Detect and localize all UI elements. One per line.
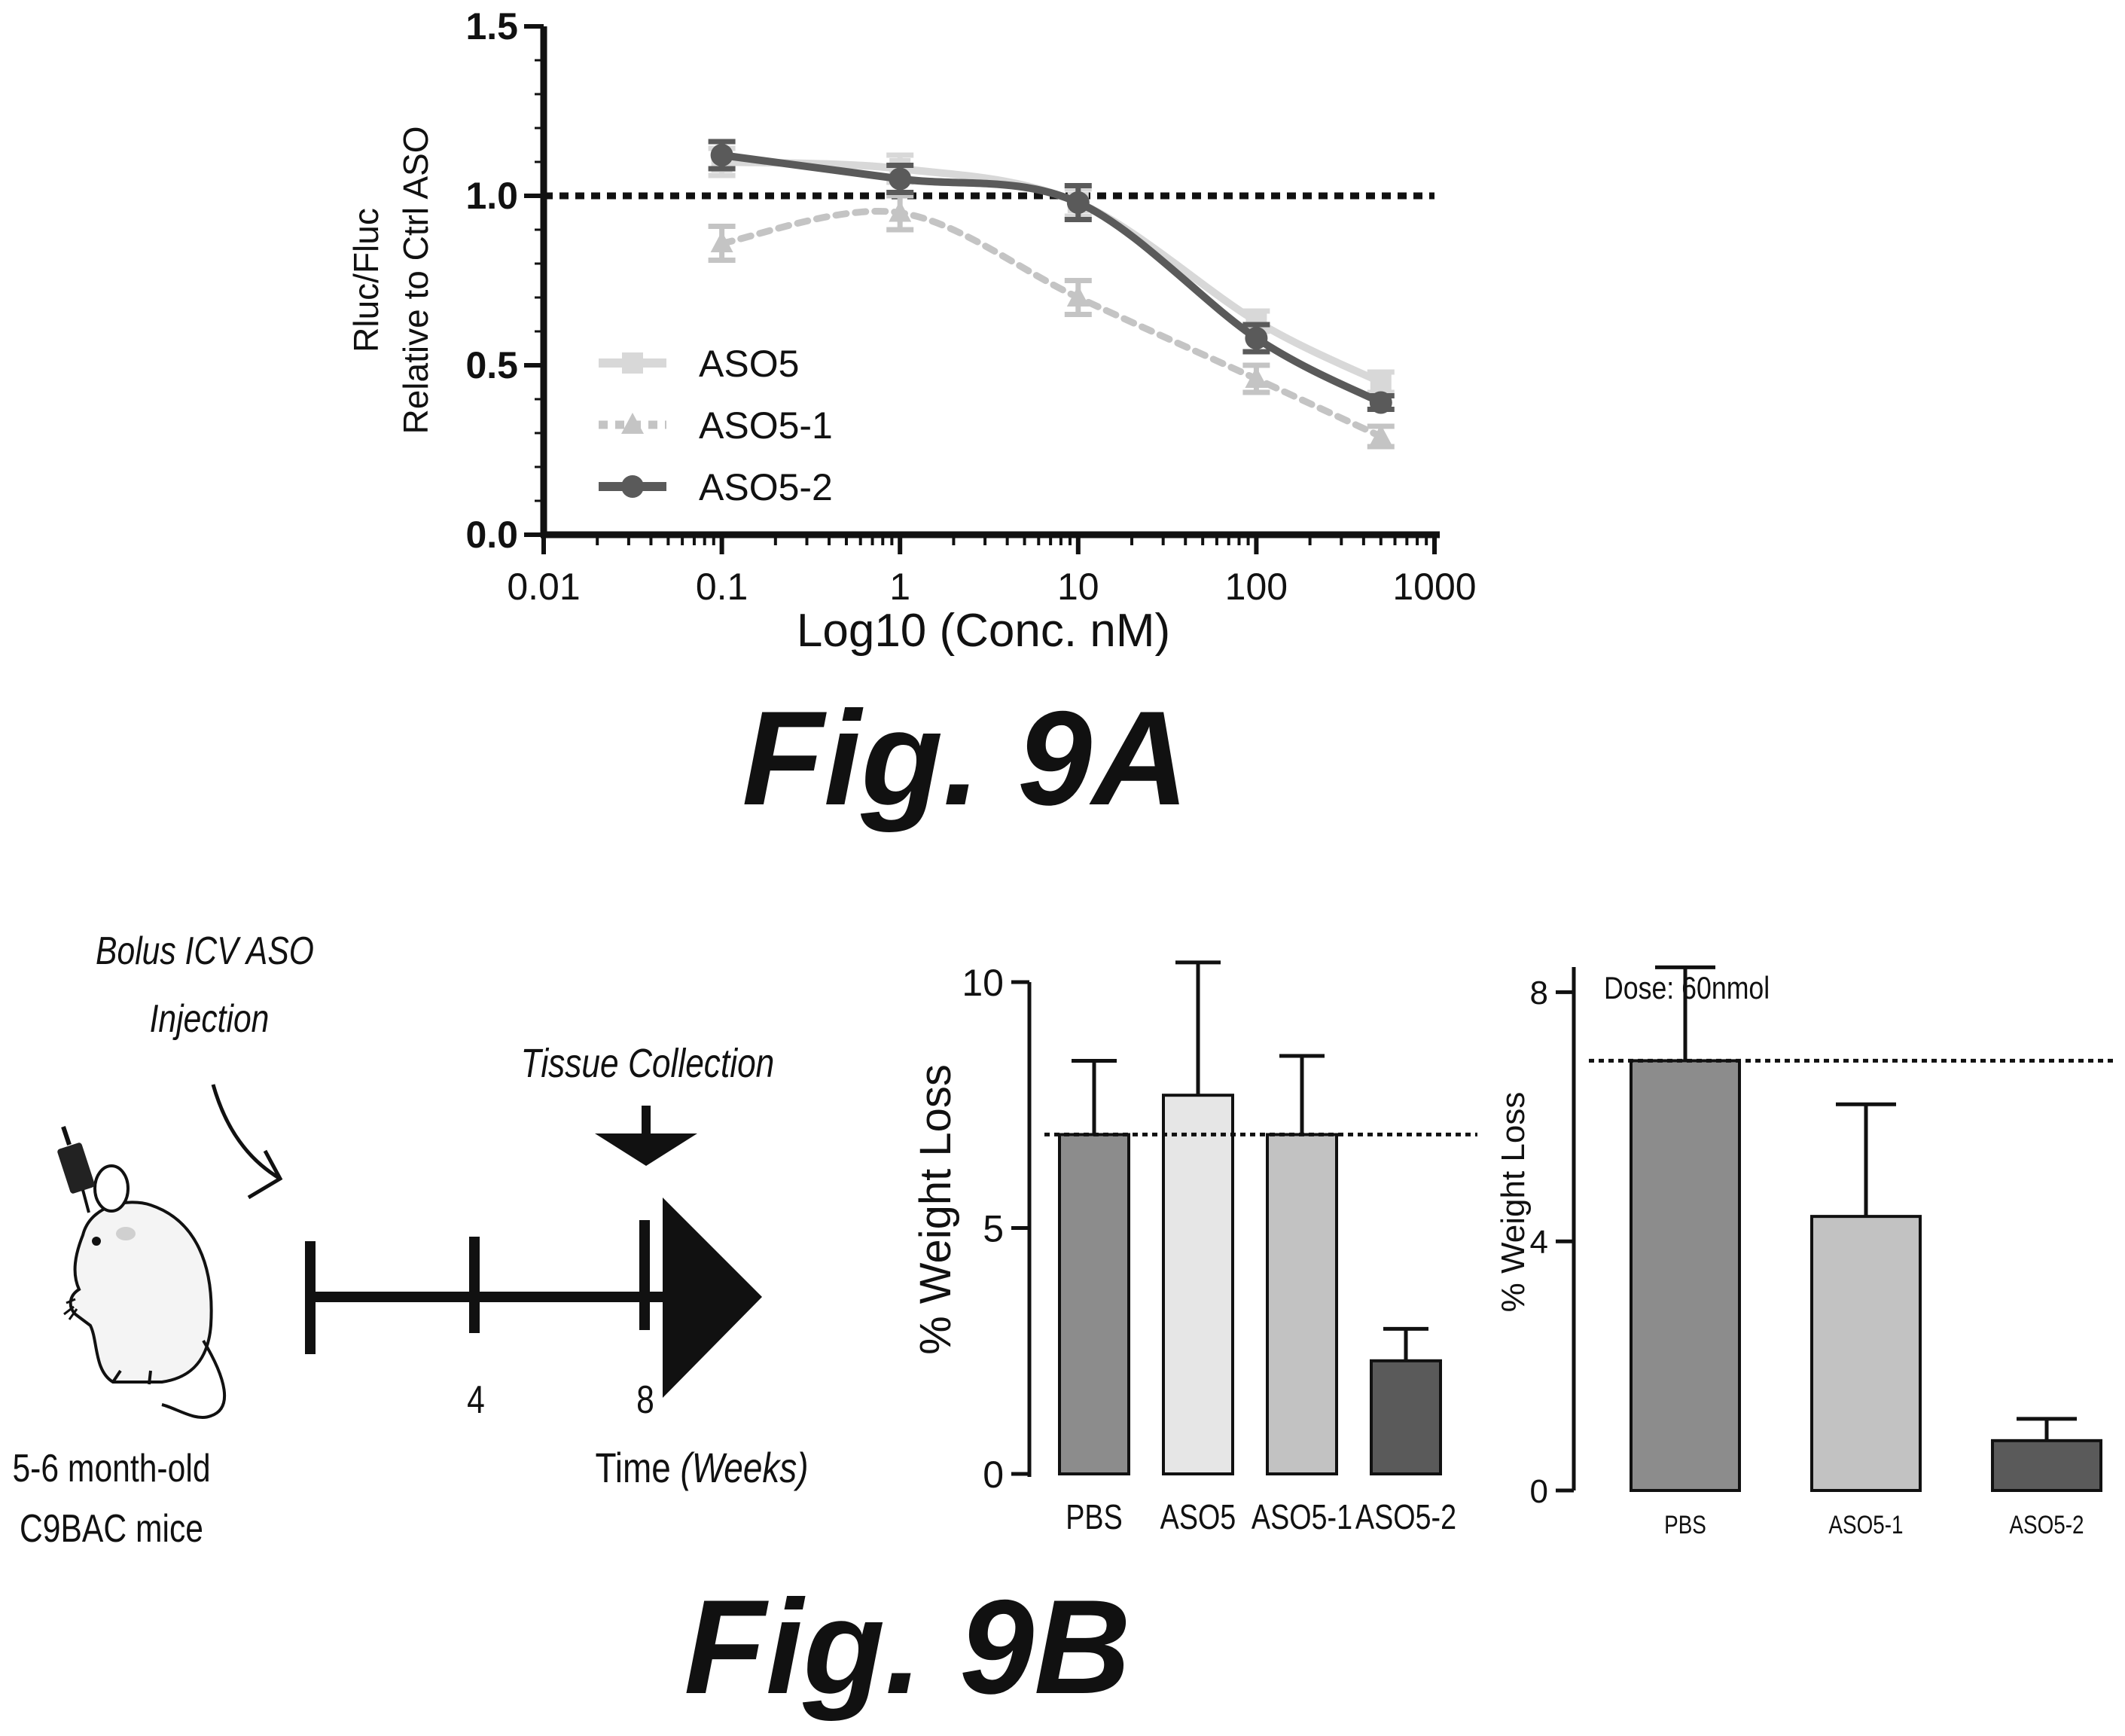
time-axis-label: Time (Weeks) (595, 1445, 808, 1491)
collection-label: Tissue Collection (521, 1041, 775, 1086)
legend-label: ASO5-2 (699, 466, 833, 508)
weight-loss-ticks: 0 5 10 (962, 962, 1029, 1496)
legend-label: ASO5-1 (699, 404, 833, 447)
y-tick-label: 1.0 (465, 175, 518, 217)
time-label-units: (Weeks) (681, 1445, 809, 1491)
y-tick-label: 4 (1530, 1224, 1548, 1261)
weight-loss-bar-chart: 0 5 10 PBS ASO5 ASO5-1 ASO5-2 % Weight Loss (911, 960, 1477, 1536)
series-aso5-1 (708, 193, 1395, 450)
y-axis-label-line1: Rluc/Fluc (346, 208, 386, 352)
bar (1058, 1133, 1130, 1476)
timeline-label-8: 8 (636, 1378, 654, 1422)
category-label: ASO5 (1160, 1497, 1236, 1536)
bar (1810, 1215, 1922, 1492)
injection-arrow (211, 1084, 282, 1181)
series-aso5-2 (708, 139, 1395, 414)
legend-item-aso5: ASO5 (599, 343, 799, 385)
dose-annotation: Dose: 60nmol (1604, 971, 1770, 1005)
data-point (1369, 391, 1392, 414)
legend-marker (622, 352, 643, 374)
experiment-schematic: Bolus ICV ASO Injection 5-6 month-old C9… (12, 929, 808, 1551)
x-tick-label: 1 (889, 566, 910, 608)
category-label: PBS (1664, 1510, 1706, 1539)
y-axis-label-line2: Relative to Ctrl ASO (396, 126, 435, 434)
bar (1630, 1059, 1741, 1492)
legend-item-aso5-1: ASO5-1 (599, 404, 833, 447)
injection-arrowhead (247, 1149, 283, 1200)
weight-loss-60nmol-ticks: 0 4 8 (1530, 975, 1574, 1510)
series-line (718, 208, 1385, 440)
bar (1991, 1439, 2102, 1492)
collection-arrowhead (595, 1133, 697, 1166)
legend-marker (621, 413, 644, 434)
timeline-arrowhead (663, 1198, 762, 1398)
figure-label-9a: Fig. 9A (742, 683, 1188, 833)
mouse-illustration (57, 1126, 227, 1419)
category-label: ASO5-2 (2009, 1510, 2084, 1539)
y-axis-label: % Weight Loss (911, 1064, 960, 1355)
bar-group-aso5-2: ASO5-2 (1991, 1417, 2102, 1539)
dose-response-series (708, 139, 1395, 450)
dose-response-chart: 0.01 0.1 1 10 100 1000 0.0 0.5 1.0 1.5 ASO5 ASO5-1… (346, 5, 1477, 657)
y-axis-label: % Weight Loss (1495, 1092, 1532, 1313)
injection-label-line2: Injection (150, 997, 270, 1041)
legend-label: ASO5 (699, 343, 799, 385)
data-point (1245, 367, 1268, 388)
category-label: ASO5-1 (1828, 1510, 1903, 1539)
mice-label-line1: 5-6 month-old (12, 1447, 210, 1490)
bar (1162, 1094, 1234, 1475)
bar-group-aso5-1: ASO5-1 (1252, 1054, 1352, 1536)
y-tick-label: 5 (983, 1208, 1004, 1250)
y-tick-label: 0.5 (465, 344, 518, 386)
series-line (718, 151, 1385, 407)
data-point (1245, 327, 1268, 349)
bar-group-pbs: PBS (1630, 965, 1741, 1539)
legend-item-aso5-2: ASO5-2 (599, 466, 833, 508)
category-label: PBS (1066, 1497, 1122, 1536)
data-point (710, 144, 733, 166)
bar (1370, 1359, 1442, 1476)
data-point (889, 167, 912, 191)
x-tick-label: 10 (1057, 566, 1099, 608)
y-tick-label: 0 (1530, 1473, 1548, 1510)
data-point (889, 200, 912, 222)
timeline: 4 8 Time (Weeks) (305, 1198, 809, 1491)
y-tick-label: 10 (962, 962, 1004, 1004)
data-point (1066, 285, 1090, 307)
y-tick-label: 0.0 (465, 514, 518, 556)
x-tick-label: 0.1 (696, 566, 748, 608)
data-point (710, 231, 733, 252)
bar-group-aso5-1: ASO5-1 (1810, 1102, 1922, 1539)
weight-loss-bars: PBS ASO5 ASO5-1 ASO5-2 (1058, 960, 1456, 1536)
dose-response-axes (540, 26, 1440, 538)
timeline-label-4: 4 (467, 1378, 485, 1422)
y-tick-label: 0 (983, 1454, 1004, 1496)
y-tick-label: 8 (1530, 975, 1548, 1011)
dose-response-ticks: 0.01 0.1 1 10 100 1000 0.0 0.5 1.0 1.5 (465, 5, 1476, 608)
mice-label-line2: C9BAC mice (20, 1507, 203, 1551)
data-point (1370, 371, 1392, 393)
bar (1266, 1133, 1338, 1476)
x-tick-label: 0.01 (507, 566, 580, 608)
bar-group-aso5-2: ASO5-2 (1355, 1326, 1456, 1536)
time-label-prefix: Time (595, 1445, 680, 1491)
category-label: ASO5-2 (1355, 1497, 1456, 1536)
injection-label-line1: Bolus ICV ASO (96, 929, 314, 973)
data-point (1066, 191, 1090, 214)
weight-loss-60nmol-bar-chart: 0 4 8 PBS ASO5-1 ASO5-2 % Weight Loss Dose: … (1495, 965, 2117, 1539)
legend: ASO5 ASO5-1 ASO5-2 (599, 343, 833, 508)
data-point (1369, 424, 1392, 446)
bar-group-pbs: PBS (1058, 1058, 1130, 1536)
weight-loss-60nmol-bars: PBS ASO5-1 ASO5-2 (1630, 965, 2102, 1539)
x-tick-label: 100 (1225, 566, 1288, 608)
x-tick-label: 1000 (1392, 566, 1476, 608)
bar-group-aso5: ASO5 (1160, 960, 1236, 1536)
category-label: ASO5-1 (1252, 1497, 1352, 1536)
x-axis-label: Log10 (Conc. nM) (797, 605, 1170, 657)
y-tick-label: 1.5 (465, 5, 518, 47)
legend-marker (621, 475, 644, 498)
figure-label-9b: Fig. 9B (684, 1572, 1130, 1722)
